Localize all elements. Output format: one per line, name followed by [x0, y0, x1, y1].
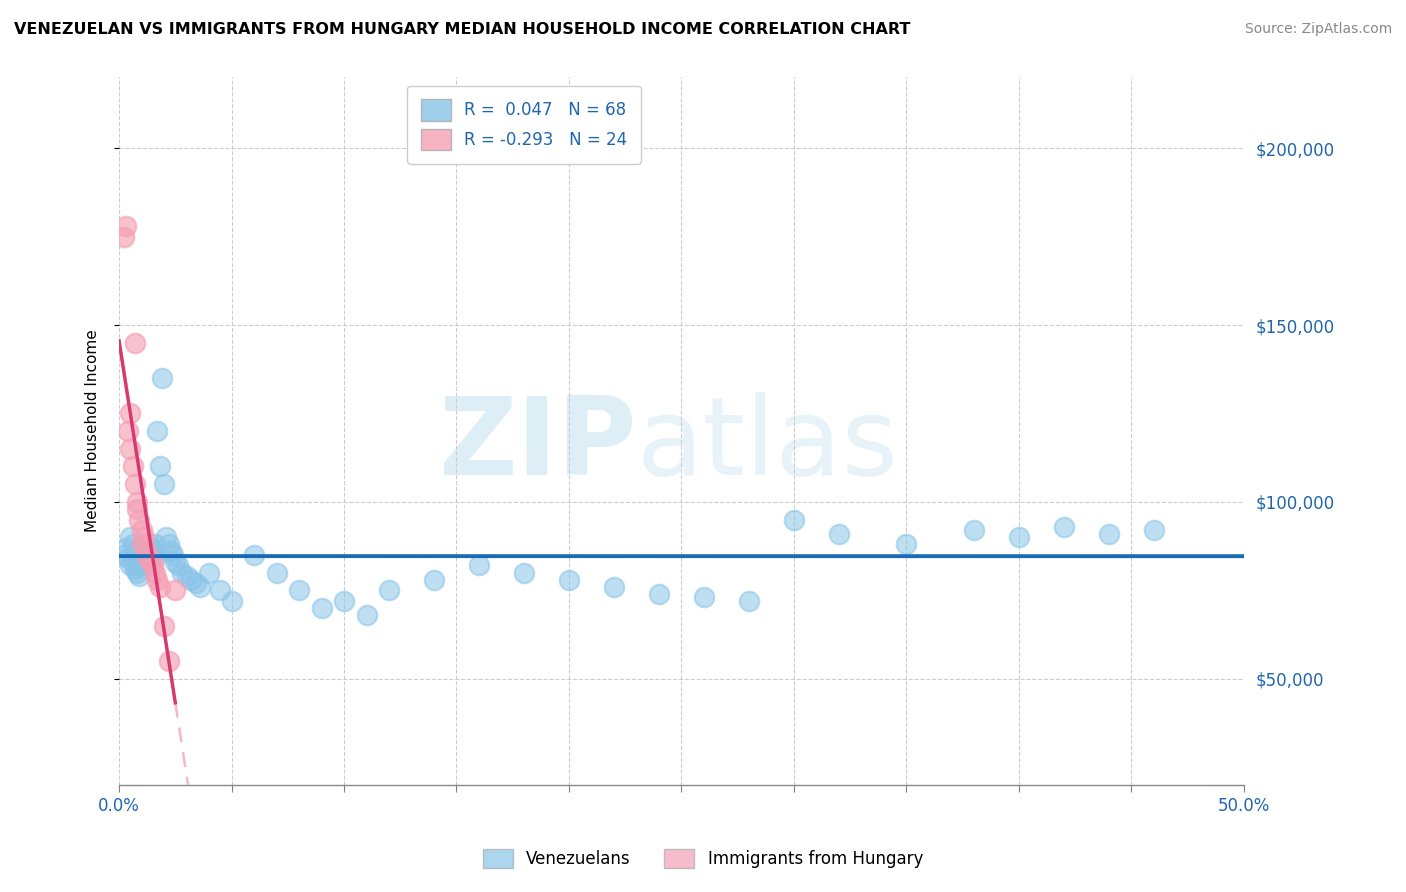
Point — [266, 566, 288, 580]
Point — [423, 573, 446, 587]
Point — [139, 541, 162, 555]
Point — [135, 544, 157, 558]
Point — [125, 502, 148, 516]
Point — [135, 551, 157, 566]
Point — [132, 530, 155, 544]
Point — [120, 406, 142, 420]
Point — [558, 573, 581, 587]
Point — [121, 555, 143, 569]
Point — [153, 477, 176, 491]
Point — [1098, 526, 1121, 541]
Point — [121, 459, 143, 474]
Point — [221, 594, 243, 608]
Point — [139, 555, 162, 569]
Point — [165, 555, 187, 569]
Point — [125, 495, 148, 509]
Point — [896, 537, 918, 551]
Point — [157, 537, 180, 551]
Point — [162, 548, 184, 562]
Point — [176, 569, 198, 583]
Point — [128, 512, 150, 526]
Point — [311, 601, 333, 615]
Point — [128, 551, 150, 566]
Text: atlas: atlas — [637, 392, 898, 499]
Point — [124, 562, 146, 576]
Point — [136, 551, 159, 566]
Point — [1143, 523, 1166, 537]
Point — [159, 544, 181, 558]
Point — [828, 526, 851, 541]
Point — [693, 591, 716, 605]
Point — [153, 618, 176, 632]
Point — [143, 537, 166, 551]
Point — [131, 537, 153, 551]
Point — [117, 424, 139, 438]
Point — [142, 558, 165, 573]
Point — [378, 583, 401, 598]
Point — [180, 573, 202, 587]
Point — [124, 477, 146, 491]
Point — [120, 558, 142, 573]
Point — [131, 537, 153, 551]
Point — [209, 583, 232, 598]
Point — [783, 512, 806, 526]
Point — [148, 459, 170, 474]
Point — [114, 541, 136, 555]
Point — [184, 576, 207, 591]
Point — [131, 558, 153, 573]
Point — [188, 580, 211, 594]
Point — [150, 371, 173, 385]
Point — [120, 442, 142, 456]
Point — [132, 555, 155, 569]
Legend: R =  0.047   N = 68, R = -0.293   N = 24: R = 0.047 N = 68, R = -0.293 N = 24 — [408, 86, 641, 163]
Point — [963, 523, 986, 537]
Legend: Venezuelans, Immigrants from Hungary: Venezuelans, Immigrants from Hungary — [477, 842, 929, 875]
Point — [112, 229, 135, 244]
Point — [124, 335, 146, 350]
Point — [120, 530, 142, 544]
Point — [288, 583, 311, 598]
Point — [356, 607, 378, 622]
Point — [146, 573, 169, 587]
Point — [136, 537, 159, 551]
Point — [198, 566, 221, 580]
Point — [124, 544, 146, 558]
Point — [143, 551, 166, 566]
Point — [142, 544, 165, 558]
Point — [155, 530, 177, 544]
Point — [170, 566, 193, 580]
Point — [166, 558, 188, 573]
Point — [125, 566, 148, 580]
Point — [114, 219, 136, 233]
Point — [139, 555, 162, 569]
Text: Source: ZipAtlas.com: Source: ZipAtlas.com — [1244, 22, 1392, 37]
Y-axis label: Median Household Income: Median Household Income — [86, 330, 100, 533]
Text: VENEZUELAN VS IMMIGRANTS FROM HUNGARY MEDIAN HOUSEHOLD INCOME CORRELATION CHART: VENEZUELAN VS IMMIGRANTS FROM HUNGARY ME… — [14, 22, 911, 37]
Point — [648, 587, 671, 601]
Point — [1008, 530, 1031, 544]
Point — [143, 566, 166, 580]
Point — [136, 558, 159, 573]
Point — [117, 551, 139, 566]
Point — [333, 594, 356, 608]
Point — [121, 537, 143, 551]
Point — [1053, 519, 1076, 533]
Point — [131, 523, 153, 537]
Point — [468, 558, 491, 573]
Point — [165, 583, 187, 598]
Point — [125, 548, 148, 562]
Point — [513, 566, 536, 580]
Point — [738, 594, 761, 608]
Point — [128, 569, 150, 583]
Point — [142, 548, 165, 562]
Point — [148, 580, 170, 594]
Text: ZIP: ZIP — [437, 392, 637, 499]
Point — [157, 654, 180, 668]
Point — [243, 548, 266, 562]
Point — [132, 544, 155, 558]
Point — [112, 548, 135, 562]
Point — [146, 424, 169, 438]
Point — [135, 548, 157, 562]
Point — [603, 580, 626, 594]
